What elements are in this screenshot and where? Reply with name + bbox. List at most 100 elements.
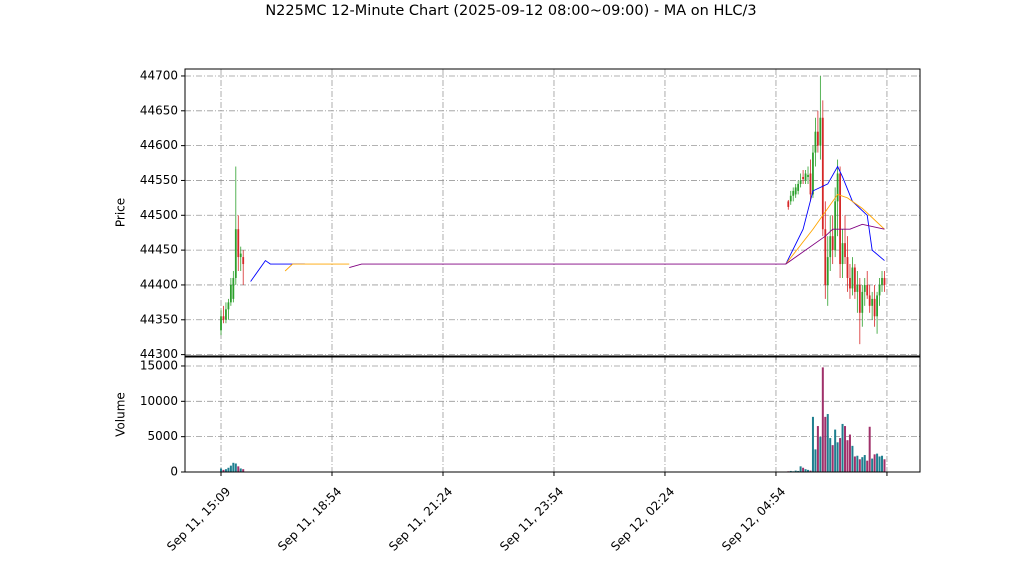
- y-tick-label: 5000: [147, 429, 178, 443]
- y-axis-label: Price: [114, 198, 128, 227]
- y-tick-label: 44400: [140, 277, 178, 291]
- volume-bar: [848, 434, 851, 472]
- candle-body: [234, 229, 237, 278]
- candle-body: [826, 257, 829, 285]
- candle-body: [799, 180, 802, 184]
- plot-frame: [184, 68, 921, 357]
- y-tick-label: 15000: [140, 358, 178, 372]
- candle-body: [836, 173, 839, 202]
- volume-bar: [794, 470, 797, 472]
- candle-body: [222, 316, 225, 320]
- ma-line: [349, 223, 885, 268]
- candle-body: [816, 131, 819, 146]
- y-tick-label: 44300: [140, 347, 178, 361]
- candle-body: [821, 117, 824, 230]
- volume-bar: [227, 467, 230, 472]
- x-tick-label: Sep 11, 23:54: [497, 484, 566, 553]
- y-tick-label: 44600: [140, 138, 178, 152]
- candle-body: [839, 173, 841, 265]
- volume-bar: [237, 466, 240, 472]
- candle-body: [846, 257, 849, 278]
- volume-bar: [863, 455, 866, 472]
- volume-bar: [851, 445, 854, 472]
- candle-body: [834, 201, 837, 251]
- candle-body: [239, 253, 242, 258]
- candle-body: [797, 183, 800, 191]
- candle-body: [809, 173, 812, 195]
- ma-line: [250, 259, 305, 282]
- candle-body: [792, 190, 795, 196]
- volume-bar: [232, 462, 235, 472]
- volume-bar: [811, 416, 814, 472]
- ma-line: [785, 165, 885, 265]
- candle-body: [807, 174, 809, 177]
- plot-frame: [184, 356, 921, 473]
- volume-bar: [853, 456, 856, 472]
- volume-bar: [839, 438, 842, 472]
- volume-bar: [802, 467, 805, 472]
- candle-body: [812, 152, 814, 195]
- chart-title: N225MC 12-Minute Chart (2025-09-12 08:00…: [265, 3, 756, 19]
- candle-body: [814, 131, 817, 153]
- candle-body: [866, 284, 869, 296]
- y-tick-label: 44500: [140, 208, 178, 222]
- ma-line: [785, 193, 885, 265]
- x-tick-label: Sep 12, 02:24: [608, 484, 677, 553]
- candle-body: [237, 229, 240, 258]
- volume-bar: [821, 367, 824, 472]
- candle-body: [787, 201, 790, 207]
- volume-bar: [789, 470, 792, 472]
- volume-bar: [881, 455, 884, 472]
- volume-bar: [799, 466, 802, 472]
- y-axis-label: Volume: [114, 392, 128, 437]
- candle-body: [849, 277, 851, 289]
- candle-body: [876, 295, 878, 317]
- volume-bar: [224, 469, 227, 472]
- candle-body: [873, 298, 876, 317]
- candle-body: [789, 195, 792, 202]
- volume-bar: [819, 436, 822, 472]
- candle-body: [858, 284, 861, 313]
- candle-body: [878, 284, 881, 296]
- y-tick-label: 44450: [140, 243, 178, 257]
- volume-bar: [834, 429, 837, 472]
- y-tick-label: 44700: [140, 68, 178, 82]
- candle-body: [229, 284, 232, 303]
- y-tick-label: 10000: [140, 394, 178, 408]
- volume-bar: [861, 457, 864, 472]
- volume-bar: [222, 469, 225, 472]
- volume-bar: [871, 458, 874, 472]
- candle-body: [829, 236, 832, 258]
- volume-bar: [826, 414, 829, 472]
- volume-bar: [868, 426, 871, 472]
- candle-body: [853, 267, 856, 292]
- volume-bar: [242, 469, 245, 472]
- volume-bar: [841, 423, 844, 472]
- volume-bar: [856, 455, 859, 472]
- volume-bar: [807, 469, 810, 472]
- candle-body: [881, 277, 883, 285]
- volume-bar: [809, 470, 812, 472]
- candle-body: [863, 284, 866, 292]
- ma-line: [284, 263, 350, 272]
- y-tick-label: 44550: [140, 173, 178, 187]
- candle-body: [802, 176, 804, 180]
- volume-bar: [804, 469, 807, 472]
- candle-body: [883, 277, 886, 285]
- candle-body: [232, 277, 235, 299]
- volume-bar: [844, 426, 847, 472]
- candle-body: [868, 295, 871, 306]
- y-tick-label: 44650: [140, 103, 178, 117]
- volume-bar: [866, 460, 869, 472]
- volume-bar: [858, 459, 861, 472]
- x-tick-label: Sep 11, 21:24: [386, 484, 455, 553]
- candle-body: [819, 117, 822, 146]
- volume-bar: [829, 438, 832, 472]
- candle-body: [831, 236, 834, 251]
- volume-bar: [239, 468, 242, 472]
- volume-bar: [816, 426, 819, 472]
- candle-body: [841, 243, 844, 265]
- volume-bar: [824, 416, 827, 472]
- volume-bar: [873, 454, 876, 472]
